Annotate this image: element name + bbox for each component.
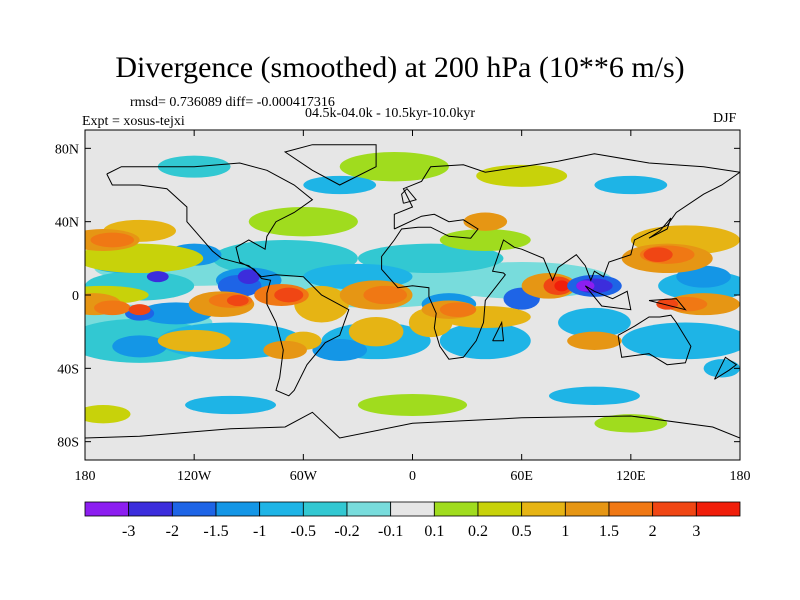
field-contour-y02 xyxy=(476,164,568,187)
season-label: DJF xyxy=(713,111,737,126)
coastline-8 xyxy=(714,356,738,380)
field-contour-o1 xyxy=(263,340,307,360)
lon-tick-label: 60W xyxy=(290,469,318,484)
field-contour-b05 xyxy=(185,395,277,415)
lon-tick-label: 120W xyxy=(177,469,212,484)
experiment-text: Expt = xosus-tejxi xyxy=(82,114,185,129)
colorbar-swatch xyxy=(433,501,479,517)
colorbar: -3 -2 -1.5 -1 -0.5 -0.2 -0.1 0.1 0.2 0.5 1 1.5 2 3 xyxy=(84,501,741,540)
colorbar-swatch xyxy=(259,501,304,517)
colorbar-swatch xyxy=(128,501,173,517)
field-contour-b05 xyxy=(558,307,631,338)
field-contour-r2 xyxy=(656,298,679,310)
lon-tick-label: 0 xyxy=(409,469,416,484)
colorbar-swatch xyxy=(84,501,130,517)
field-contour-b1 xyxy=(676,265,731,288)
field-contour-b05 xyxy=(621,322,740,360)
colorbar-label: -0.5 xyxy=(291,523,316,540)
lon-tick-label: 60E xyxy=(510,469,533,484)
field-contour-b2 xyxy=(237,269,260,284)
lat-tick-label: 40N xyxy=(55,216,79,231)
field-contour-o15 xyxy=(94,300,131,316)
field-contour-g01 xyxy=(357,394,468,416)
field-contour-r2 xyxy=(128,304,151,316)
colorbar-label: 2 xyxy=(649,523,657,540)
colorbar-swatch xyxy=(521,501,566,517)
lon-tick-label: 180 xyxy=(75,469,96,484)
field-contour-o15 xyxy=(90,232,135,248)
lon-tick-label: 120E xyxy=(616,469,646,484)
field-contour-b05 xyxy=(439,322,531,360)
colorbar-swatch xyxy=(608,501,654,517)
colorbar-label: -1.5 xyxy=(203,523,228,540)
colorbar-swatch xyxy=(215,501,261,517)
colorbar-label: -2 xyxy=(166,523,179,540)
field-contour-r2 xyxy=(274,287,304,303)
divergence-field xyxy=(85,130,740,460)
field-contour-r2 xyxy=(226,295,249,306)
field-contour-o15 xyxy=(439,302,477,317)
field-contour-b02 xyxy=(357,243,504,273)
colorbar-label: -0.1 xyxy=(378,523,403,540)
axis-ticks: 180 120W 60W 0 60E 120E 180 80N 40N 0 40S 80S xyxy=(55,130,751,484)
coastline-5 xyxy=(584,285,632,311)
colorbar-swatch xyxy=(302,501,348,517)
field-contour-y05 xyxy=(348,317,404,347)
colorbar-label: 0.5 xyxy=(512,523,532,540)
coastline-6 xyxy=(648,298,687,311)
coastline-3 xyxy=(617,314,692,366)
coastline-9 xyxy=(492,320,505,342)
coastline-10 xyxy=(401,187,417,204)
colorbar-label: 3 xyxy=(692,523,700,540)
lat-tick-label: 80S xyxy=(57,436,79,451)
colorbar-swatch xyxy=(346,501,392,517)
coastline-0 xyxy=(106,162,350,397)
lat-tick-label: 40S xyxy=(57,362,79,377)
colorbar-swatch xyxy=(171,501,217,517)
colorbar-swatch xyxy=(652,501,697,517)
colorbar-swatch xyxy=(695,501,741,517)
coastline-2 xyxy=(381,153,740,360)
field-contour-g01 xyxy=(439,229,531,251)
stats-text: rmsd= 0.736089 diff= -0.000417316 xyxy=(130,95,335,110)
field-contour-g01 xyxy=(339,152,449,182)
lat-tick-label: 0 xyxy=(72,289,79,304)
field-contour-r2 xyxy=(643,247,673,262)
lat-tick-label: 80N xyxy=(55,142,79,157)
colorbar-swatch xyxy=(477,501,523,517)
field-contour-o1 xyxy=(567,331,622,351)
field-contour-b05 xyxy=(594,175,668,195)
colorbar-label: 0.2 xyxy=(468,523,488,540)
field-contour-b1 xyxy=(312,339,368,361)
field-contour-b05 xyxy=(548,386,640,406)
field-contour-g01 xyxy=(248,207,358,237)
field-contour-b2 xyxy=(146,271,169,283)
field-contour-y05 xyxy=(157,329,231,352)
lon-tick-label: 180 xyxy=(730,469,751,484)
colorbar-label: 1 xyxy=(561,523,569,540)
colorbar-label: 1.5 xyxy=(599,523,619,540)
colorbar-label: -3 xyxy=(122,523,135,540)
coastline-4 xyxy=(85,411,740,439)
coastline-1 xyxy=(283,144,377,186)
coastline-7 xyxy=(648,217,672,239)
coastlines xyxy=(85,144,740,439)
field-contour-o15 xyxy=(363,285,408,305)
colorbar-swatch xyxy=(564,501,610,517)
field-contour-r3 xyxy=(554,280,569,292)
field-contour-y02 xyxy=(85,405,131,424)
colorbar-swatch xyxy=(390,501,435,517)
colorbar-label: -1 xyxy=(253,523,266,540)
field-contour-b1 xyxy=(112,335,167,358)
colorbar-label: -0.2 xyxy=(334,523,359,540)
chart-title: Divergence (smoothed) at 200 hPa (10**6 … xyxy=(115,51,685,84)
colorbar-label: 0.1 xyxy=(424,523,444,540)
period-text: 04.5k-04.0k - 10.5kyr-10.0kyr xyxy=(305,106,476,121)
field-contour-b05 xyxy=(703,359,740,378)
field-contour-y02 xyxy=(85,243,204,273)
field-contour-o1 xyxy=(463,212,508,231)
